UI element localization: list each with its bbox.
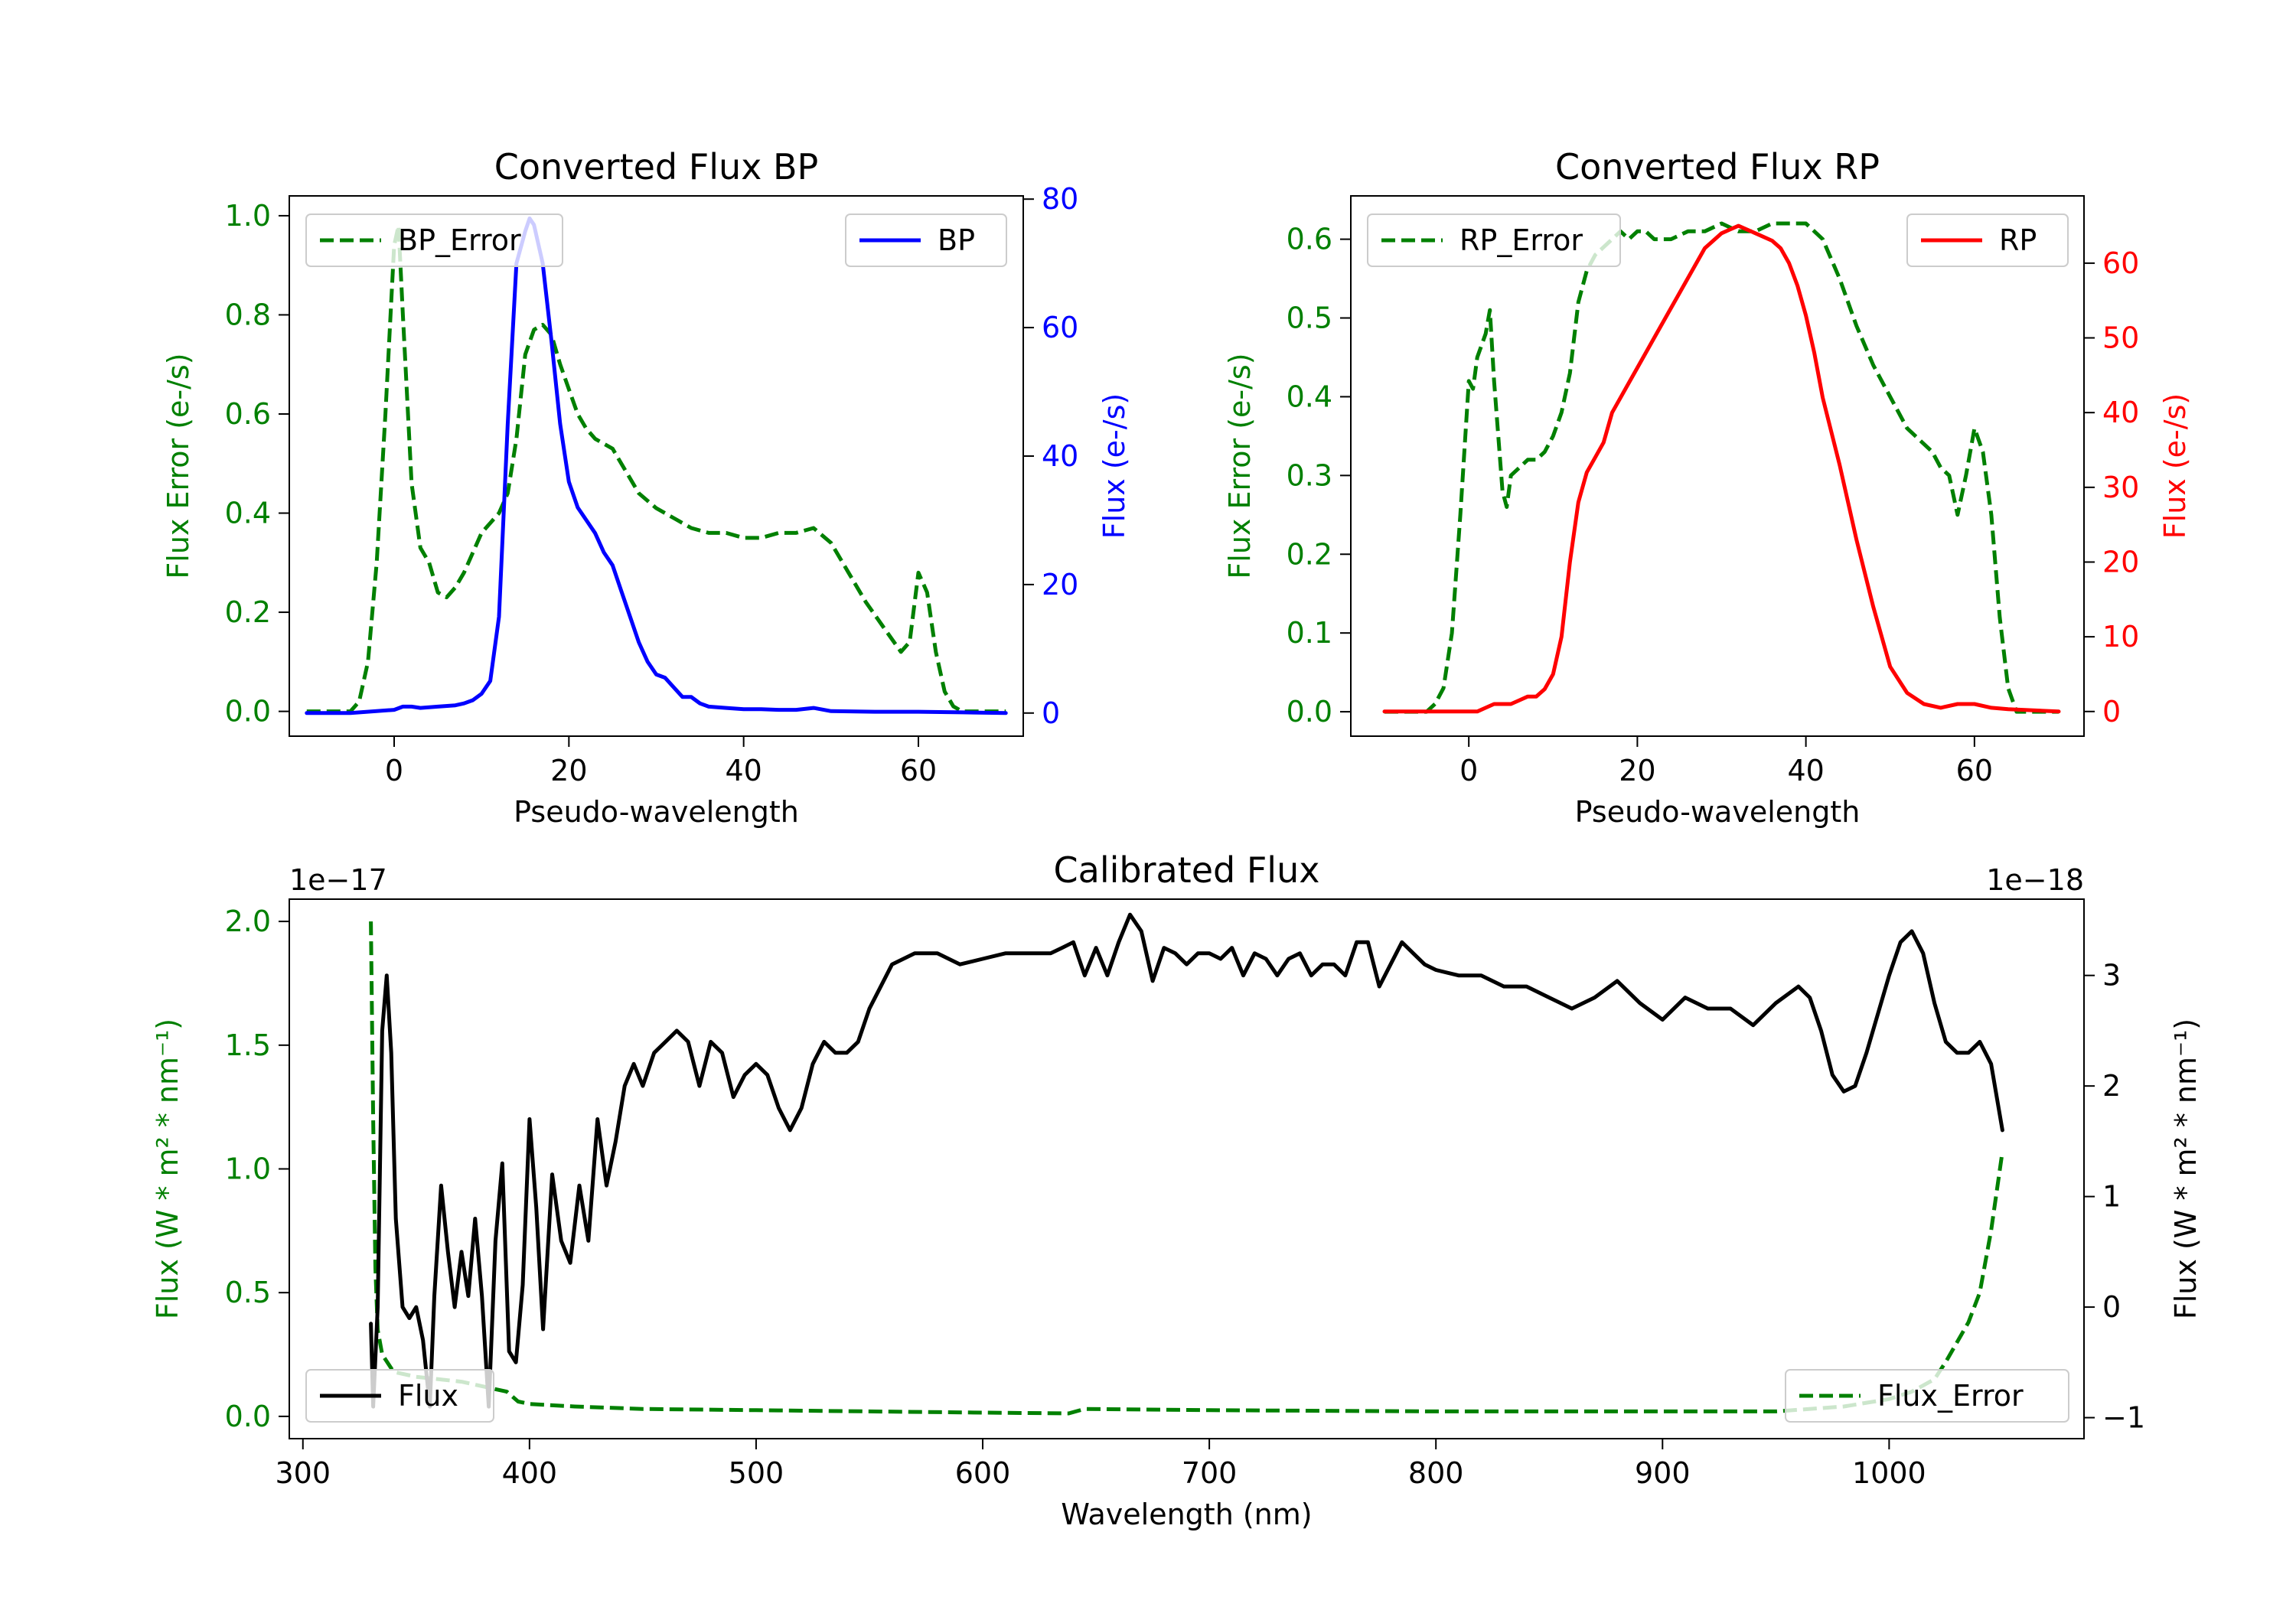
- cal-y-right-tick-label: −1: [2102, 1401, 2145, 1435]
- bp-y-left-tick-label: 0.0: [225, 695, 271, 729]
- rp-x-tick-label: 60: [1956, 754, 1993, 787]
- rp-y-left-tick-label: 0.3: [1287, 458, 1332, 492]
- rp-y-left-tick-label: 0.2: [1287, 537, 1332, 571]
- cal-y-left-tick-label: 2.0: [225, 905, 271, 938]
- cal-x-tick-label: 700: [1182, 1456, 1238, 1490]
- cal-x-tick-label: 500: [729, 1456, 784, 1490]
- cal-legend-flux: Flux: [305, 1369, 494, 1423]
- bp-y-right-axis-label: Flux (e-/s): [1097, 393, 1131, 539]
- bp-series-bp: [305, 216, 1008, 715]
- cal-legend-label: Flux: [398, 1379, 458, 1413]
- bp-x-tick-label: 20: [550, 754, 587, 787]
- cal-y-left-axis-label: Flux (W * m² * nm⁻¹): [151, 1019, 184, 1319]
- rp-series-rp: [1382, 223, 2061, 714]
- cal-x-tick-label: 800: [1408, 1456, 1464, 1490]
- rp-y-left-tick-label: 0.0: [1287, 695, 1332, 729]
- rp-y-right-tick-label: 20: [2102, 545, 2139, 579]
- rp-y-left-tick-label: 0.1: [1287, 616, 1332, 650]
- rp-y-right-tick-label: 40: [2102, 396, 2139, 429]
- rp-series-rp-error: [1384, 221, 2059, 714]
- bp-legend-bp-error: BP_Error: [305, 214, 563, 267]
- bp-x-axis-label: Pseudo-wavelength: [514, 795, 799, 829]
- bp-y-left-tick-label: 1.0: [225, 199, 271, 233]
- bp-y-right-tick-label: 20: [1042, 568, 1078, 601]
- rp-y-right-tick-label: 60: [2102, 246, 2139, 280]
- rp-y-right-axis-label: Flux (e-/s): [2158, 393, 2192, 539]
- bp-title: Converted Flux BP: [494, 146, 819, 187]
- bp-legend-label: BP_Error: [398, 223, 521, 257]
- chart-cal: 300 400 500 600 700 800 900 1000 0.0 0.5 1.0 1.5 2.0…: [151, 849, 2203, 1531]
- cal-y-right-tick-label: 0: [2102, 1290, 2121, 1324]
- bp-y-left-tick-label: 0.8: [225, 298, 271, 331]
- rp-legend-box: [1367, 214, 1621, 267]
- bp-y-right-tick-label: 0: [1042, 696, 1060, 730]
- rp-legend-label: RP_Error: [1459, 223, 1583, 257]
- bp-legend-box: [305, 214, 563, 267]
- bp-y-right-tick-label: 60: [1042, 311, 1078, 344]
- cal-x-tick-label: 400: [502, 1456, 558, 1490]
- cal-y-left-tick-label: 0.5: [225, 1276, 271, 1309]
- rp-y-right-tick-label: 10: [2102, 620, 2139, 654]
- cal-legend-flux-error: Flux_Error: [1785, 1369, 2069, 1423]
- bp-legend-box: [845, 214, 1007, 267]
- bp-y-left-tick-label: 0.6: [225, 397, 271, 431]
- bp-y-right-tick-label: 80: [1042, 182, 1078, 216]
- cal-legend-box: [305, 1369, 494, 1423]
- cal-x-axis-label: Wavelength (nm): [1061, 1498, 1312, 1531]
- chart-rp: 0 20 40 60 0.0 0.1 0.2 0.3 0.4 0.5 0.6 0 10 20 30 40 50 6…: [1223, 146, 2192, 829]
- bp-y-left-tick-label: 0.2: [225, 595, 271, 629]
- rp-title: Converted Flux RP: [1555, 146, 1880, 187]
- cal-title: Calibrated Flux: [1054, 849, 1320, 891]
- rp-legend-rp: RP: [1906, 214, 2069, 267]
- cal-legend-box: [1785, 1369, 2069, 1423]
- rp-y-left-axis-label: Flux Error (e-/s): [1223, 353, 1257, 579]
- rp-y-right-tick-label: 50: [2102, 321, 2139, 355]
- rp-plot-frame: [1350, 195, 2085, 737]
- rp-y-left-tick-label: 0.6: [1287, 223, 1332, 256]
- cal-x-tick-label: 1000: [1852, 1456, 1926, 1490]
- bp-series-bp-error: [306, 223, 1006, 714]
- rp-x-axis-label: Pseudo-wavelength: [1575, 795, 1861, 829]
- rp-x-tick-label: 40: [1787, 754, 1824, 787]
- bp-legend-label: BP: [938, 223, 975, 257]
- bp-y-left-axis-label: Flux Error (e-/s): [161, 353, 195, 579]
- bp-x-tick-label: 60: [900, 754, 937, 787]
- cal-series-flux: [369, 912, 2004, 1409]
- rp-y-left-tick-label: 0.4: [1287, 380, 1332, 413]
- rp-y-left-tick-label: 0.5: [1287, 302, 1332, 335]
- rp-y-right-tick-label: 30: [2102, 471, 2139, 504]
- rp-legend-box: [1906, 214, 2069, 267]
- rp-x-tick-label: 0: [1459, 754, 1478, 787]
- rp-legend-rp-error: RP_Error: [1367, 214, 1621, 267]
- rp-x-tick-label: 20: [1619, 754, 1655, 787]
- cal-legend-label: Flux_Error: [1877, 1379, 2024, 1413]
- cal-x-tick-label: 600: [955, 1456, 1011, 1490]
- cal-x-tick-label: 300: [275, 1456, 331, 1490]
- bp-plot-frame: [289, 195, 1024, 737]
- cal-y-left-offset-label: 1e−17: [289, 863, 387, 897]
- chart-bp: 0 20 40 60 0.0 0.2 0.4 0.6 0.8 1.0 0 20 40 60 80 Conver…: [161, 146, 1131, 829]
- rp-y-right-tick-label: 0: [2102, 695, 2121, 729]
- bp-x-tick-label: 0: [385, 754, 403, 787]
- cal-y-right-tick-label: 1: [2102, 1180, 2121, 1214]
- bp-x-tick-label: 40: [725, 754, 762, 787]
- cal-x-tick-label: 900: [1635, 1456, 1691, 1490]
- cal-y-right-offset-label: 1e−18: [1986, 863, 2084, 897]
- bp-legend-bp: BP: [845, 214, 1007, 267]
- cal-y-right-tick-label: 3: [2102, 959, 2121, 993]
- cal-y-left-tick-label: 0.0: [225, 1400, 271, 1433]
- cal-y-left-tick-label: 1.5: [225, 1028, 271, 1062]
- cal-y-left-tick-label: 1.0: [225, 1152, 271, 1186]
- rp-legend-label: RP: [1999, 223, 2037, 257]
- bp-y-right-tick-label: 40: [1042, 439, 1078, 473]
- cal-y-right-axis-label: Flux (W * m² * nm⁻¹): [2169, 1019, 2203, 1319]
- cal-y-right-tick-label: 2: [2102, 1069, 2121, 1103]
- bp-y-left-tick-label: 0.4: [225, 497, 271, 530]
